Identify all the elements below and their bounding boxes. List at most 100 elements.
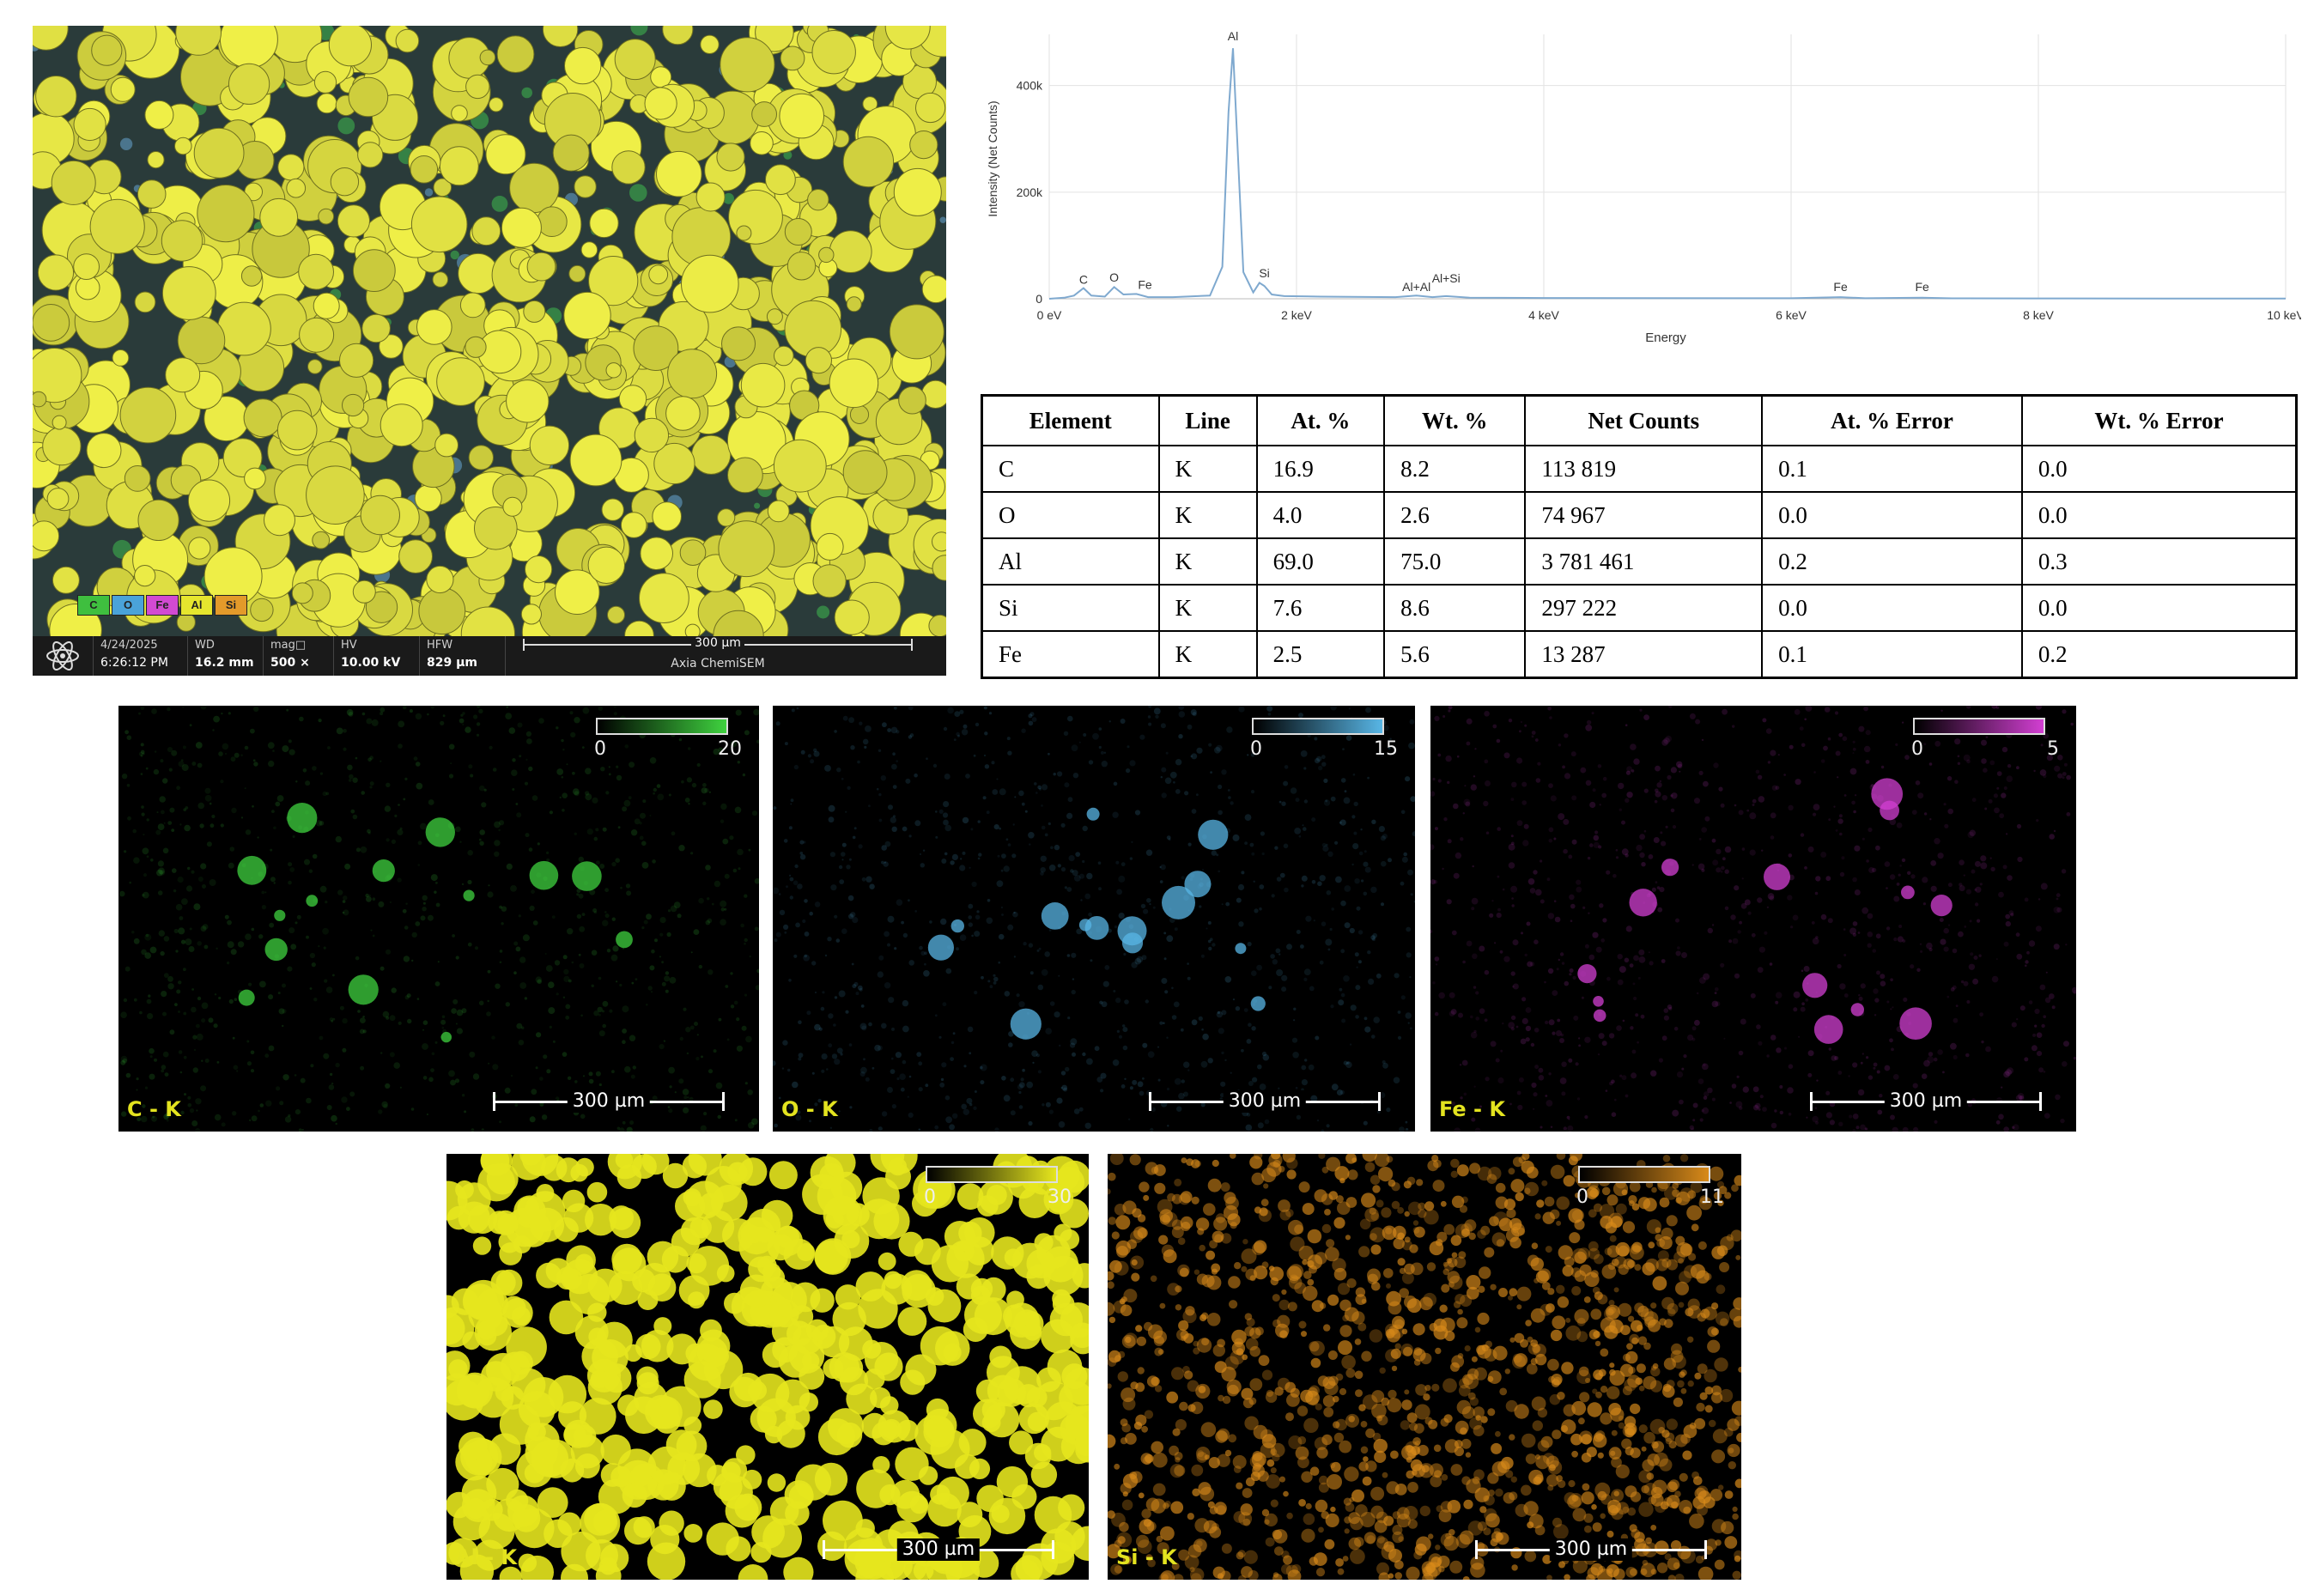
table-cell: K	[1157, 630, 1258, 679]
table-cell: C	[981, 445, 1160, 493]
table-cell: 0.2	[1761, 537, 2023, 586]
table-cell: 75.0	[1383, 537, 1527, 586]
spectrum-peak-label: Si	[1259, 266, 1269, 280]
colorbar-max: 11	[1700, 1186, 1724, 1208]
table-cell: 0.3	[2020, 537, 2298, 586]
map-texture	[1430, 706, 2076, 1132]
map-al-k: 0 30 300 µm Al - K	[446, 1154, 1089, 1580]
table-cell: 8.6	[1383, 584, 1527, 632]
table-cell: 0.0	[2020, 491, 2298, 539]
scale-bar: 300 µm	[1475, 1538, 1707, 1561]
table-cell: K	[1157, 537, 1258, 586]
mag-label: mag□	[270, 639, 307, 652]
spectrum-x-tick-label: 10 keV	[2267, 308, 2301, 322]
table-cell: 7.6	[1255, 584, 1386, 632]
wd-label: WD	[195, 639, 215, 652]
col-at-percent: At. %	[1255, 394, 1386, 446]
spectrum-line	[1048, 48, 2286, 300]
map-o-k: 0 15 300 µm O - K	[773, 706, 1415, 1132]
table-cell: K	[1157, 491, 1258, 539]
spectrum-peak-label: Fe	[1915, 280, 1929, 294]
map-texture	[1108, 1154, 1741, 1580]
colorbar-min: 0	[1250, 738, 1262, 760]
table-cell: 2.6	[1383, 491, 1527, 539]
table-cell: 113 819	[1524, 445, 1764, 493]
scale-bar-label: 300 µm	[896, 1538, 981, 1561]
map-element-label: Fe - K	[1439, 1097, 1505, 1121]
colorbar	[926, 1166, 1058, 1183]
colorbar-max: 15	[1374, 738, 1398, 760]
spectrum-x-tick-label: 0 eV	[1037, 308, 1062, 322]
table-row: Si K 7.6 8.6 297 222 0.0 0.0	[981, 584, 2298, 632]
hv-label: HV	[341, 639, 357, 652]
table-cell: K	[1157, 445, 1258, 493]
hfw-value: 829 µm	[427, 656, 477, 670]
table-cell: 16.9	[1255, 445, 1386, 493]
wd-value: 16.2 mm	[195, 656, 254, 670]
spectrum-x-tick-label: 2 keV	[1281, 308, 1312, 322]
scale-bar-label: 300 µm	[1884, 1090, 1968, 1113]
spectrum-x-tick-label: 8 keV	[2023, 308, 2054, 322]
table-cell: 0.0	[2020, 584, 2298, 632]
scale-bar: 300 µm	[1149, 1090, 1381, 1113]
legend-chip-al: Al	[180, 595, 213, 616]
col-wt-error: Wt. % Error	[2020, 394, 2298, 446]
sem-element-legend: C O Fe Al Si	[77, 595, 283, 616]
legend-chip-si: Si	[215, 595, 247, 616]
table-cell: 297 222	[1524, 584, 1764, 632]
table-row: C K 16.9 8.2 113 819 0.1 0.0	[981, 445, 2298, 493]
spectrum-peak-label: O	[1109, 270, 1119, 284]
colorbar-min: 0	[594, 738, 606, 760]
instrument-name: Axia ChemiSEM	[671, 657, 765, 671]
col-wt-percent: Wt. %	[1383, 394, 1527, 446]
table-cell: Si	[981, 584, 1160, 632]
table-cell: 3 781 461	[1524, 537, 1764, 586]
table-cell: 5.6	[1383, 630, 1527, 679]
table-cell: 0.1	[1761, 630, 2023, 679]
colorbar-min: 0	[1911, 738, 1923, 760]
map-texture	[773, 706, 1415, 1132]
spectrum-x-axis-label: Energy	[1645, 331, 1686, 345]
legend-chip-c: C	[77, 595, 110, 616]
col-line: Line	[1157, 394, 1258, 446]
map-texture	[446, 1154, 1089, 1580]
map-si-k: 0 11 300 µm Si - K	[1108, 1154, 1741, 1580]
table-cell: 0.0	[2020, 445, 2298, 493]
sem-particle-field	[33, 26, 946, 636]
spectrum-x-tick-label: 6 keV	[1776, 308, 1807, 322]
table-row: Fe K 2.5 5.6 13 287 0.1 0.2	[981, 630, 2298, 679]
col-element: Element	[981, 394, 1160, 446]
spectrum-axes: 0 eV 2 keV 4 keV 6 keV 8 keV 10 keV 0 200k 400k	[1017, 79, 2301, 322]
colorbar-min: 0	[924, 1186, 936, 1208]
spectrum-peak-label: Al+Si	[1432, 271, 1461, 285]
spectrum-y-tick-label: 400k	[1017, 79, 1043, 93]
sem-time: 6:26:12 PM	[100, 656, 168, 670]
colorbar	[1578, 1166, 1710, 1183]
colorbar	[1913, 718, 2045, 735]
colorbar-max: 5	[2047, 738, 2059, 760]
spectrum-y-tick-label: 200k	[1017, 185, 1043, 199]
table-cell: K	[1157, 584, 1258, 632]
spectrum-peak-label: Fe	[1138, 278, 1152, 292]
table-cell: 69.0	[1255, 537, 1386, 586]
sem-composite-image: C O Fe Al Si 4/24/2025 6:26:12 PM WD 16.…	[33, 26, 946, 676]
legend-chip-fe: Fe	[146, 595, 179, 616]
colorbar-max: 30	[1048, 1186, 1072, 1208]
table-cell: 13 287	[1524, 630, 1764, 679]
table-cell: 2.5	[1255, 630, 1386, 679]
scale-bar-label: 300 µm	[1549, 1538, 1633, 1561]
colorbar	[596, 718, 728, 735]
scale-bar: 300 µm	[1810, 1090, 2042, 1113]
legend-chip-o: O	[112, 595, 144, 616]
map-element-label: Al - K	[455, 1545, 518, 1569]
table-cell: 4.0	[1255, 491, 1386, 539]
scale-bar: 300 µm	[823, 1538, 1054, 1561]
hfw-label: HFW	[427, 639, 453, 652]
scale-bar-label: 300 µm	[1223, 1090, 1307, 1113]
table-cell: Al	[981, 537, 1160, 586]
atom-logo-icon	[33, 636, 93, 676]
map-element-label: C - K	[127, 1097, 181, 1121]
spectrum-peak-label: C	[1079, 272, 1088, 286]
col-net-counts: Net Counts	[1524, 394, 1764, 446]
